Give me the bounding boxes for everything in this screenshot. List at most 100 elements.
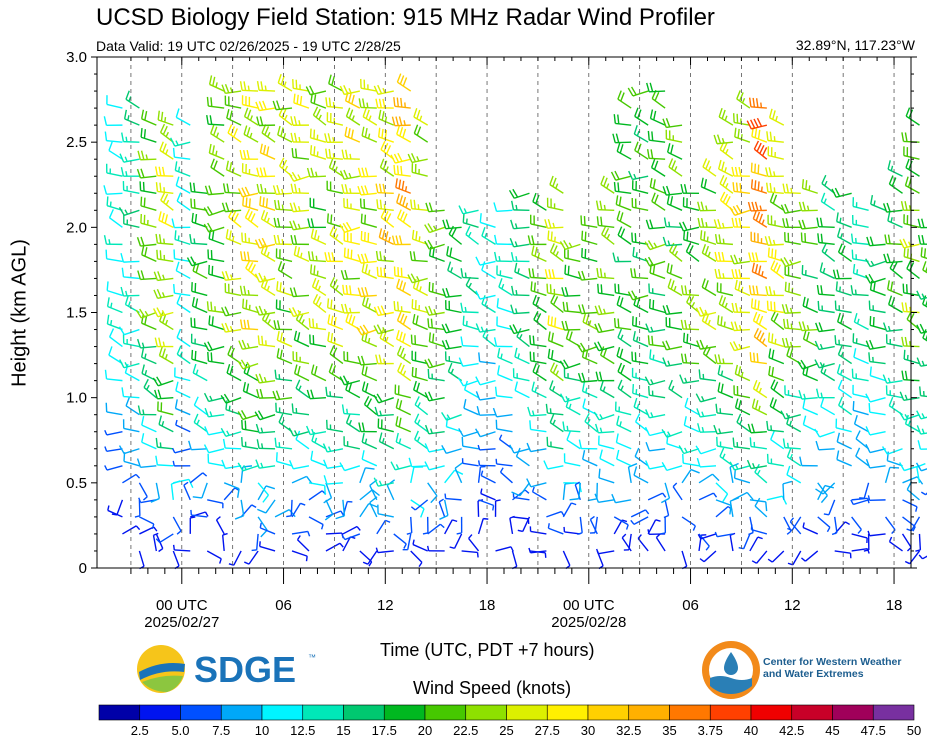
wind-barb <box>577 270 598 281</box>
wind-barb <box>228 550 242 566</box>
wind-barb <box>414 396 429 416</box>
wind-barb <box>630 509 650 518</box>
wind-barb <box>660 482 671 504</box>
wind-barb <box>272 100 293 111</box>
wind-barb <box>428 332 445 348</box>
wind-barb <box>120 286 140 297</box>
wind-barb <box>234 499 245 520</box>
y-axis: 0 0.5 1.0 1.5 2.0 2.5 3.0 <box>66 49 917 577</box>
wind-barb <box>852 197 869 211</box>
wind-barb <box>902 283 920 297</box>
colorbar-swatch <box>465 704 507 721</box>
wind-barb <box>465 225 479 245</box>
colorbar-tick-label: 25 <box>499 723 513 738</box>
wind-barb <box>424 305 445 316</box>
wind-barb <box>511 482 531 497</box>
wind-barb <box>668 158 683 177</box>
wind-barb <box>695 445 717 455</box>
wind-barb <box>274 369 293 382</box>
x-axis-title: Time (UTC, PDT +7 hours) <box>380 640 595 660</box>
wind-barb <box>308 516 324 530</box>
wind-barb <box>257 335 276 348</box>
wind-barb <box>409 251 428 263</box>
wind-barb <box>140 348 157 365</box>
wind-barb <box>702 345 717 365</box>
wind-barb <box>324 133 343 144</box>
wind-barb <box>887 280 903 297</box>
wind-barb <box>339 221 361 234</box>
colorbar-swatch <box>302 704 344 721</box>
wind-barb <box>700 177 717 194</box>
wind-barb <box>611 493 632 504</box>
wind-barb <box>865 258 886 268</box>
wind-barb <box>154 166 174 177</box>
wind-barb <box>887 211 903 228</box>
wind-barb <box>527 406 547 417</box>
wind-barb <box>310 450 327 467</box>
wind-barb <box>679 374 700 384</box>
wind-barb <box>461 550 479 558</box>
wind-barb <box>682 453 700 467</box>
wind-barb <box>753 140 768 160</box>
wind-barb <box>357 253 377 264</box>
wind-barb <box>565 329 581 348</box>
wind-barb <box>666 263 683 280</box>
wind-barb <box>378 432 395 450</box>
wind-barb <box>750 524 768 535</box>
wind-barb <box>734 279 751 297</box>
wind-barb <box>919 386 927 398</box>
wind-barb <box>770 430 785 450</box>
wind-barb <box>121 132 140 143</box>
wind-barb <box>531 486 547 501</box>
wind-barb <box>256 116 276 127</box>
wind-barb <box>323 459 344 469</box>
wind-barb <box>309 264 327 280</box>
wind-barb <box>680 183 700 194</box>
wind-barb <box>296 535 310 552</box>
wind-barb <box>834 335 852 348</box>
wind-barb <box>545 403 564 416</box>
wind-barb <box>646 149 666 160</box>
wind-barb <box>549 175 564 194</box>
wind-barb <box>323 475 343 485</box>
wind-barb <box>140 213 157 229</box>
wind-barb <box>377 418 394 433</box>
wind-barb <box>514 381 530 399</box>
wind-barb <box>850 285 869 297</box>
wind-barb <box>276 348 293 365</box>
wind-barb <box>342 284 360 297</box>
wind-barb <box>714 531 734 538</box>
wind-barb <box>210 124 225 143</box>
wind-barb <box>427 368 445 382</box>
wind-barb <box>533 310 547 331</box>
wind-barb <box>424 358 445 369</box>
wind-barb <box>475 376 496 386</box>
wind-barb <box>105 249 123 263</box>
x-tick-label: 06 <box>682 597 699 614</box>
wind-barb <box>797 359 818 370</box>
wind-barb <box>633 397 649 416</box>
wind-barb <box>475 428 496 438</box>
wind-barb <box>815 482 836 495</box>
wind-barb <box>275 452 293 467</box>
wind-barb <box>191 212 208 228</box>
wind-barb <box>644 376 666 386</box>
wind-barb <box>714 268 733 280</box>
wind-barb <box>460 268 479 280</box>
wind-barb <box>680 353 700 365</box>
wind-barb <box>916 410 927 420</box>
wind-barb <box>666 434 683 450</box>
wind-barb <box>697 217 716 229</box>
wind-barb <box>717 159 734 177</box>
colorbar-swatch <box>139 704 181 721</box>
wind-barb <box>274 509 296 518</box>
wind-barb <box>820 363 836 382</box>
wind-barb <box>786 448 802 467</box>
wind-barb <box>817 482 828 504</box>
wind-barb <box>764 235 784 246</box>
wind-barb <box>594 493 615 504</box>
wind-barb <box>509 324 530 335</box>
wind-barb <box>121 387 140 399</box>
wind-barb <box>255 100 276 112</box>
